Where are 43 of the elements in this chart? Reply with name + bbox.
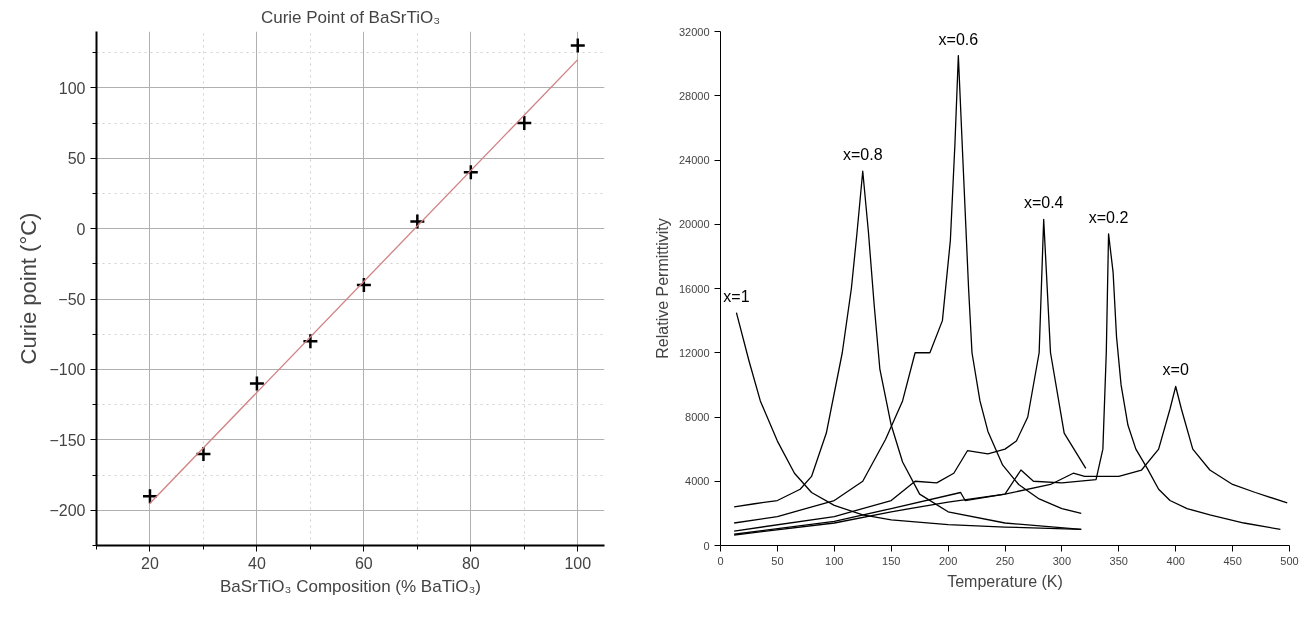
- x-tick-label: 250: [995, 554, 1015, 567]
- x-tick-label: 20: [141, 554, 159, 572]
- x-tick-label: 200: [938, 554, 958, 567]
- series-label: x=1: [723, 287, 750, 305]
- chart-title: Curie Point of BaSrTiO₃: [260, 7, 441, 27]
- x-tick-label: 100: [825, 554, 844, 567]
- y-tick-label: 0: [703, 539, 710, 552]
- series-label: x=0: [1162, 361, 1189, 379]
- x-tick-label: 400: [1166, 554, 1185, 567]
- x-axis-title: BaSrTiO₃ Composition (% BaTiO₃): [219, 576, 482, 596]
- y-tick-label: 16000: [678, 282, 710, 295]
- y-tick-label: −50: [58, 291, 86, 309]
- x-axis-title: Temperature (K): [947, 572, 1063, 590]
- y-tick-label: 12000: [678, 346, 710, 359]
- series-label: x=0.2: [1088, 208, 1129, 226]
- x-tick-label: 0: [717, 554, 724, 567]
- x-tick-label: 300: [1052, 554, 1072, 567]
- y-tick-label: −200: [49, 502, 86, 520]
- x-tick-label: 100: [564, 554, 592, 572]
- series-label: x=0.4: [1023, 194, 1064, 212]
- y-tick-label: 100: [58, 79, 86, 97]
- y-tick-label: 32000: [678, 25, 710, 38]
- y-tick-label: 28000: [678, 89, 710, 102]
- y-tick-label: −150: [49, 431, 86, 449]
- y-tick-label: 0: [76, 220, 86, 238]
- y-tick-label: 24000: [678, 154, 710, 166]
- y-tick-label: 4000: [685, 475, 710, 488]
- x-tick-label: 150: [882, 554, 901, 567]
- x-tick-label: 450: [1223, 554, 1242, 567]
- y-tick-label: −100: [49, 361, 86, 379]
- y-axis-title: Relative Permittivity: [653, 218, 671, 359]
- x-tick-label: 80: [461, 554, 480, 572]
- x-tick-label: 40: [248, 554, 266, 572]
- x-tick-label: 60: [354, 554, 373, 572]
- series-label: x=0.8: [842, 146, 883, 164]
- x-tick-label: 50: [771, 554, 784, 567]
- y-tick-label: 20000: [678, 218, 710, 231]
- series-label: x=0.6: [938, 30, 979, 48]
- y-tick-label: 8000: [685, 411, 710, 423]
- y-axis-title: Curie point (°C): [16, 212, 42, 365]
- x-tick-label: 500: [1280, 554, 1299, 567]
- y-tick-label: 50: [67, 150, 86, 168]
- x-tick-label: 350: [1109, 554, 1128, 567]
